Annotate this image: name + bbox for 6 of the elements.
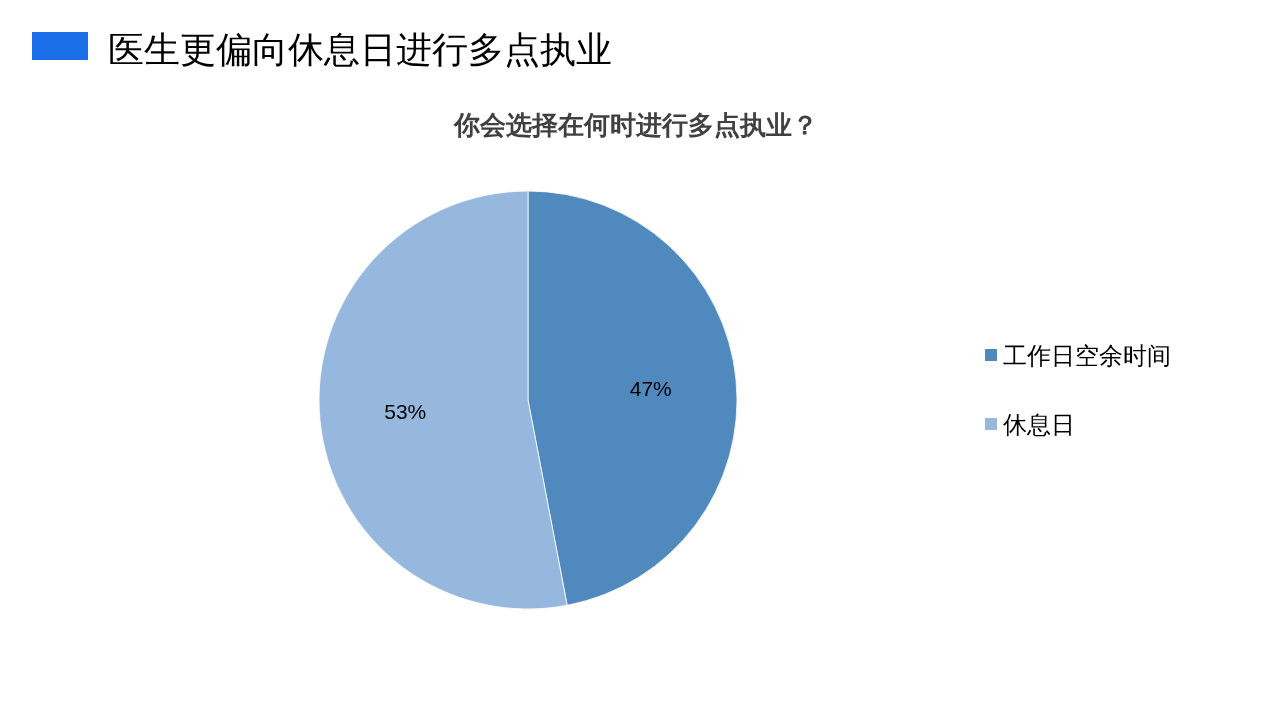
legend-label: 休息日 (1003, 410, 1075, 438)
chart-title: 医生更偏向休息日进行多点执业 (108, 29, 612, 70)
data-label: 53% (384, 400, 427, 424)
data-label: 47% (629, 376, 672, 400)
legend-label: 工作日空余时间 (1003, 341, 1171, 369)
chart-subtitle: 你会选择在何时进行多点执业？ (453, 110, 818, 140)
